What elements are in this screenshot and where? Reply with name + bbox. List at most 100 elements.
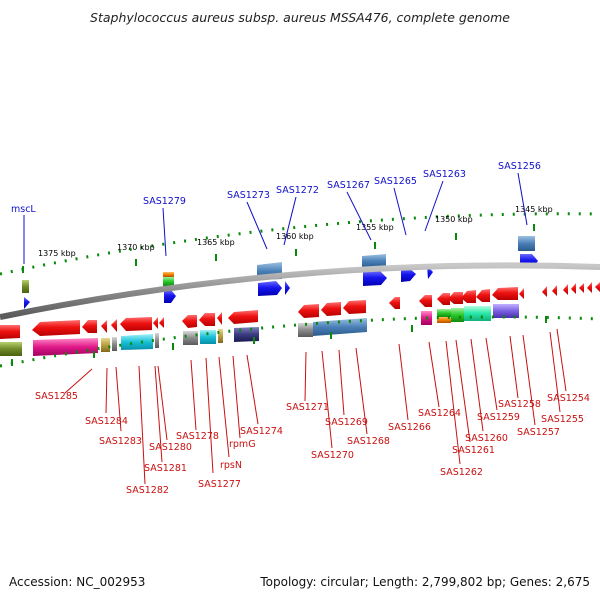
forward-gene-arrow <box>164 290 176 303</box>
reverse-gene-arrow <box>182 315 197 328</box>
major-tick <box>545 316 547 323</box>
inner-scale-ruler <box>0 315 600 368</box>
gene-label[interactable]: SAS1261 <box>452 445 495 456</box>
reverse-gene-arrow <box>419 295 432 307</box>
major-tick <box>135 259 137 266</box>
reverse-gene-arrow <box>321 302 341 316</box>
major-tick <box>295 249 297 256</box>
reverse-gene-arrow <box>120 317 152 331</box>
gene-label[interactable]: SAS1266 <box>388 422 431 433</box>
gene-label[interactable]: rpmG <box>229 439 256 450</box>
kbp-label: 1360 kbp <box>276 232 314 241</box>
reverse-gene-arrow <box>159 317 164 328</box>
gene-label[interactable]: SAS1264 <box>418 408 461 419</box>
reverse-gene-arrow <box>437 293 450 305</box>
gene-label[interactable]: SAS1273 <box>227 190 270 201</box>
gene-label[interactable]: SAS1271 <box>286 402 329 413</box>
cog-box <box>163 277 174 286</box>
reverse-gene-arrow <box>571 283 576 294</box>
gene-label[interactable]: SAS1269 <box>325 417 368 428</box>
gene-label[interactable]: SAS1283 <box>99 436 142 447</box>
cog-box <box>437 317 451 323</box>
major-tick <box>253 337 255 344</box>
major-tick <box>455 233 457 240</box>
gene-label[interactable]: SAS1280 <box>149 442 192 453</box>
top-gene-labels: mscL SAS1279 SAS1273 SAS1272 SAS1267 SAS… <box>11 161 541 215</box>
reverse-gene-arrow <box>228 310 258 324</box>
cog-box <box>183 331 198 345</box>
gene-label[interactable]: SAS1272 <box>276 185 319 196</box>
gene-label[interactable]: SAS1256 <box>498 161 541 172</box>
gene-label[interactable]: SAS1281 <box>144 463 187 474</box>
forward-gene-arrow <box>401 268 416 282</box>
gene-label[interactable]: SAS1262 <box>440 467 483 478</box>
gene-label[interactable]: SAS1282 <box>126 485 169 496</box>
gene-label[interactable]: SAS1279 <box>143 196 186 207</box>
gene-label[interactable]: SAS1277 <box>198 479 241 490</box>
kbp-label: 1370 kbp <box>117 243 155 252</box>
gene-label[interactable]: SAS1278 <box>176 431 219 442</box>
cog-box <box>234 327 259 342</box>
reverse-gene-arrow <box>476 289 490 302</box>
major-tick <box>374 242 376 249</box>
gene-label[interactable]: SAS1260 <box>465 433 508 444</box>
cog-box <box>518 236 535 251</box>
top-label-leaders <box>23 172 528 264</box>
major-tick <box>11 359 13 366</box>
accession-text: Accession: NC_002953 <box>9 575 146 589</box>
cog-box <box>33 338 98 356</box>
reverse-gene-arrow <box>492 287 518 300</box>
reverse-gene-arrow <box>101 320 107 333</box>
forward-gene-arrow <box>258 281 282 296</box>
genome-title: Staphylococcus aureus subsp. aureus MSSA… <box>90 10 510 25</box>
reverse-gene-arrow <box>595 282 600 292</box>
gene-label[interactable]: SAS1265 <box>374 176 417 187</box>
gene-label[interactable]: SAS1257 <box>517 427 560 438</box>
reverse-gene-arrow <box>542 286 547 297</box>
cog-box <box>464 306 491 321</box>
gene-label[interactable]: SAS1258 <box>498 399 541 410</box>
cog-box <box>101 338 110 352</box>
reverse-gene-arrow <box>579 283 584 293</box>
reverse-gene-arrow <box>343 300 366 314</box>
gene-label[interactable]: SAS1263 <box>423 169 466 180</box>
gene-label[interactable]: SAS1259 <box>477 412 520 423</box>
cog-box <box>437 309 451 317</box>
gene-label[interactable]: SAS1284 <box>85 416 128 427</box>
bottom-gene-labels: SAS1285 SAS1284 SAS1283 SAS1280 SAS1281 … <box>35 391 590 496</box>
gene-label[interactable]: SAS1285 <box>35 391 78 402</box>
cog-box <box>121 334 153 350</box>
gene-label[interactable]: SAS1254 <box>547 393 590 404</box>
gene-label[interactable]: SAS1268 <box>347 436 390 447</box>
gene-label[interactable]: SAS1274 <box>240 426 283 437</box>
gene-label[interactable]: SAS1267 <box>327 180 370 191</box>
outer-scale-ruler <box>0 212 600 276</box>
reverse-gene-arrow <box>217 312 222 325</box>
cog-box <box>451 308 464 322</box>
reverse-gene-arrow <box>199 313 215 326</box>
cog-box <box>0 342 22 356</box>
reverse-gene-arrow <box>153 317 158 329</box>
reverse-gene-arrow <box>0 325 20 339</box>
reverse-gene-arrow <box>448 292 463 304</box>
gene-label[interactable]: SAS1255 <box>541 414 584 425</box>
major-tick <box>172 343 174 350</box>
reverse-genes <box>0 282 600 339</box>
cog-box <box>218 329 223 343</box>
reverse-gene-arrow <box>552 285 557 296</box>
forward-gene-arrow <box>363 271 387 286</box>
reverse-gene-arrow <box>461 290 476 303</box>
major-tick <box>93 351 95 358</box>
kbp-label: 1365 kbp <box>197 238 235 247</box>
major-tick <box>411 325 413 332</box>
cog-box <box>163 272 174 277</box>
cog-box <box>493 304 519 318</box>
kbp-labels: 1375 kbp 1370 kbp 1365 kbp 1360 kbp 1355… <box>38 205 553 258</box>
reverse-gene-arrow <box>519 288 524 299</box>
gene-label[interactable]: mscL <box>11 204 36 215</box>
gene-label[interactable]: rpsN <box>220 460 242 471</box>
genome-summary-text: Topology: circular; Length: 2,799,802 bp… <box>260 575 590 589</box>
kbp-label: 1350 kbp <box>435 215 473 224</box>
gene-label[interactable]: SAS1270 <box>311 450 354 461</box>
